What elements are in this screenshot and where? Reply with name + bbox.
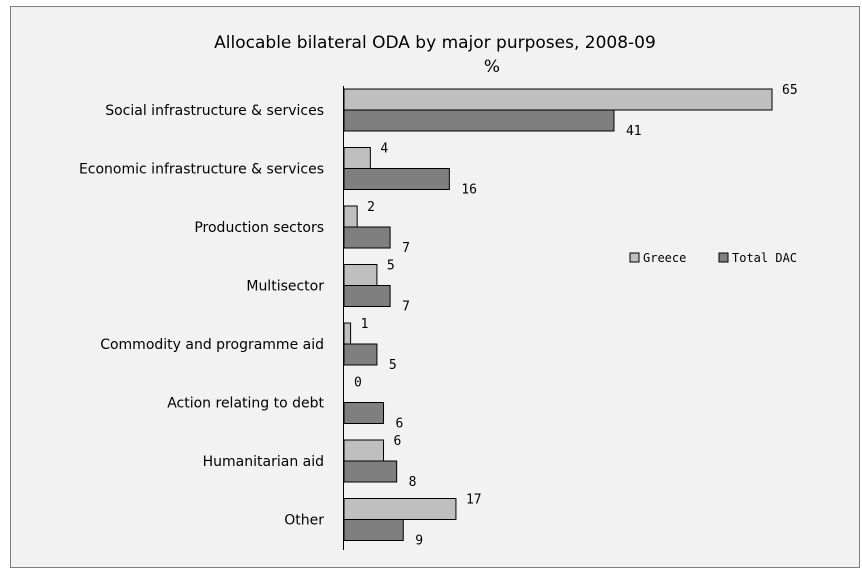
chart-title: Allocable bilateral ODA by major purpose…	[214, 33, 656, 53]
category-label-social-infrastructure-services: Social infrastructure & services	[105, 103, 324, 119]
value-label-greece-multisector: 5	[387, 259, 395, 274]
bar-greece-other	[343, 498, 457, 520]
bar-total-dac-economic-infrastructure-services	[343, 168, 450, 190]
legend-swatch-greece	[629, 252, 640, 263]
bar-greece-commodity-and-programme-aid	[343, 322, 352, 345]
category-label-production-sectors: Production sectors	[194, 220, 324, 236]
category-label-multisector: Multisector	[246, 279, 324, 295]
value-label-total-dac-other: 9	[415, 534, 423, 549]
category-label-action-relating-to-debt: Action relating to debt	[167, 396, 324, 412]
bar-total-dac-multisector	[343, 285, 391, 307]
value-label-greece-other: 17	[466, 493, 482, 508]
bar-total-dac-humanitarian-aid	[343, 460, 398, 483]
value-label-greece-action-relating-to-debt: 0	[354, 376, 362, 391]
bar-greece-economic-infrastructure-services	[343, 147, 371, 169]
bars-group	[343, 88, 773, 541]
bar-greece-production-sectors	[343, 205, 358, 228]
category-label-commodity-and-programme-aid: Commodity and programme aid	[100, 337, 324, 353]
chart-subtitle: %	[484, 57, 500, 77]
value-label-total-dac-multisector: 7	[402, 300, 410, 315]
bar-greece-social-infrastructure-services	[343, 88, 773, 111]
bar-total-dac-social-infrastructure-services	[343, 109, 615, 132]
category-label-economic-infrastructure-services: Economic infrastructure & services	[79, 162, 324, 178]
labels-group: Social infrastructure & services6541Econ…	[79, 83, 798, 549]
value-label-total-dac-production-sectors: 7	[402, 241, 410, 256]
legend: Greece Total DAC	[629, 251, 797, 265]
value-label-total-dac-social-infrastructure-services: 41	[626, 124, 642, 139]
value-label-greece-social-infrastructure-services: 65	[782, 83, 798, 98]
value-label-total-dac-humanitarian-aid: 8	[409, 475, 417, 490]
legend-swatch-total-dac	[718, 252, 729, 263]
value-label-total-dac-commodity-and-programme-aid: 5	[389, 358, 397, 373]
value-label-total-dac-action-relating-to-debt: 6	[396, 417, 404, 432]
value-label-total-dac-economic-infrastructure-services: 16	[461, 183, 477, 198]
value-label-greece-production-sectors: 2	[367, 200, 375, 215]
legend-label-greece: Greece	[643, 251, 686, 265]
category-label-humanitarian-aid: Humanitarian aid	[203, 454, 324, 470]
value-label-greece-economic-infrastructure-services: 4	[380, 142, 388, 157]
category-label-other: Other	[284, 513, 324, 529]
bar-total-dac-production-sectors	[343, 226, 391, 249]
bar-total-dac-commodity-and-programme-aid	[343, 343, 378, 366]
bar-total-dac-action-relating-to-debt	[343, 402, 385, 424]
bar-greece-multisector	[343, 264, 378, 286]
bar-total-dac-other	[343, 519, 404, 541]
value-label-greece-humanitarian-aid: 6	[394, 434, 402, 449]
value-label-greece-commodity-and-programme-aid: 1	[361, 317, 369, 332]
bar-greece-humanitarian-aid	[343, 439, 385, 462]
legend-label-total-dac: Total DAC	[732, 251, 797, 265]
